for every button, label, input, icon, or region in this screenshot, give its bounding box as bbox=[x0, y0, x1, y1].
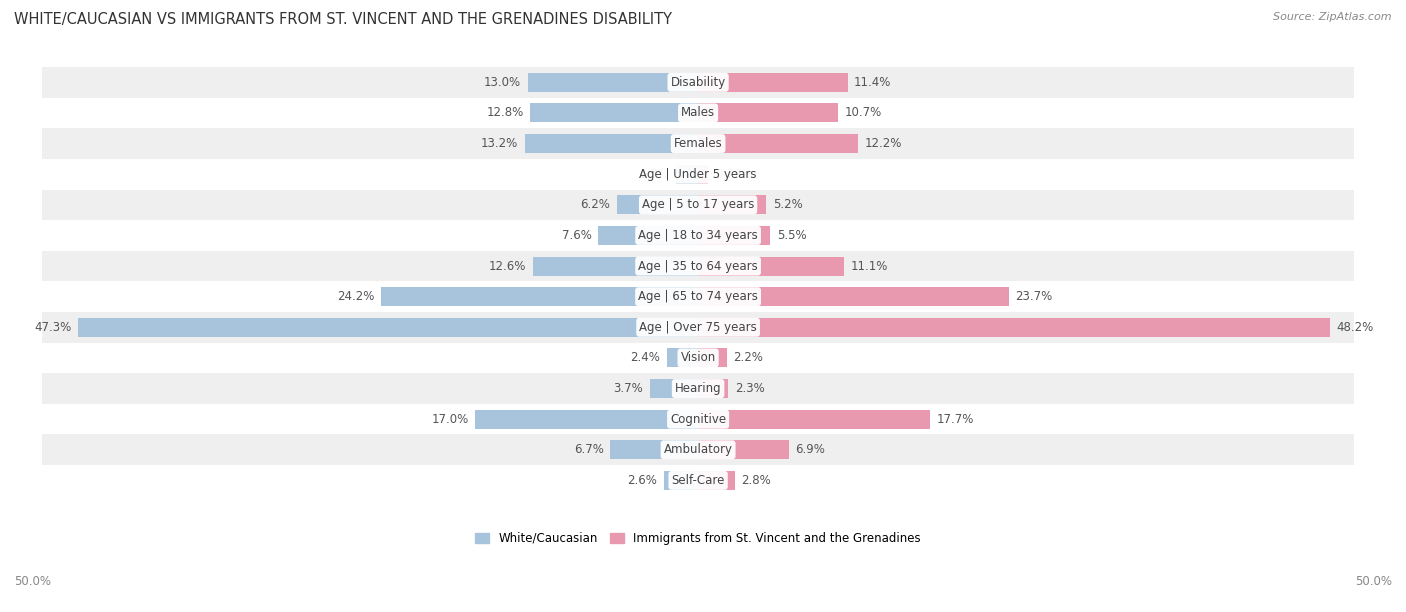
Bar bbox=[699, 134, 858, 153]
Bar bbox=[666, 348, 699, 367]
Bar bbox=[42, 373, 1354, 404]
Text: 24.2%: 24.2% bbox=[337, 290, 374, 303]
Bar bbox=[475, 409, 699, 428]
Text: 6.2%: 6.2% bbox=[581, 198, 610, 211]
Text: 1.7%: 1.7% bbox=[640, 168, 669, 181]
Text: 12.6%: 12.6% bbox=[489, 259, 526, 272]
Bar bbox=[699, 195, 766, 214]
Text: WHITE/CAUCASIAN VS IMMIGRANTS FROM ST. VINCENT AND THE GRENADINES DISABILITY: WHITE/CAUCASIAN VS IMMIGRANTS FROM ST. V… bbox=[14, 12, 672, 28]
Text: Self-Care: Self-Care bbox=[672, 474, 724, 487]
Text: Males: Males bbox=[681, 106, 716, 119]
Bar bbox=[610, 440, 699, 459]
Text: 7.6%: 7.6% bbox=[562, 229, 592, 242]
Text: 6.9%: 6.9% bbox=[796, 443, 825, 457]
Text: 2.3%: 2.3% bbox=[735, 382, 765, 395]
Text: 6.7%: 6.7% bbox=[574, 443, 603, 457]
Text: 13.2%: 13.2% bbox=[481, 137, 519, 150]
Bar bbox=[527, 73, 699, 92]
Bar bbox=[699, 256, 844, 275]
Legend: White/Caucasian, Immigrants from St. Vincent and the Grenadines: White/Caucasian, Immigrants from St. Vin… bbox=[471, 527, 925, 550]
Text: 12.8%: 12.8% bbox=[486, 106, 523, 119]
Text: Ambulatory: Ambulatory bbox=[664, 443, 733, 457]
Bar bbox=[42, 251, 1354, 282]
Bar bbox=[42, 435, 1354, 465]
Text: Source: ZipAtlas.com: Source: ZipAtlas.com bbox=[1274, 12, 1392, 22]
Bar bbox=[699, 409, 931, 428]
Text: Cognitive: Cognitive bbox=[671, 412, 725, 426]
Bar bbox=[650, 379, 699, 398]
Bar bbox=[42, 343, 1354, 373]
Bar bbox=[617, 195, 699, 214]
Text: Age | 65 to 74 years: Age | 65 to 74 years bbox=[638, 290, 758, 303]
Text: 5.2%: 5.2% bbox=[773, 198, 803, 211]
Text: 3.7%: 3.7% bbox=[613, 382, 643, 395]
Bar bbox=[699, 103, 838, 122]
Bar bbox=[699, 226, 770, 245]
Bar bbox=[699, 73, 848, 92]
Text: 50.0%: 50.0% bbox=[1355, 575, 1392, 588]
Text: 13.0%: 13.0% bbox=[484, 76, 522, 89]
Text: 11.1%: 11.1% bbox=[851, 259, 887, 272]
Text: 2.8%: 2.8% bbox=[741, 474, 770, 487]
Text: 17.7%: 17.7% bbox=[936, 412, 974, 426]
Text: 10.7%: 10.7% bbox=[845, 106, 882, 119]
Text: Age | Over 75 years: Age | Over 75 years bbox=[640, 321, 756, 334]
Text: 17.0%: 17.0% bbox=[432, 412, 468, 426]
Text: 0.79%: 0.79% bbox=[716, 168, 752, 181]
Text: 12.2%: 12.2% bbox=[865, 137, 903, 150]
Bar bbox=[77, 318, 699, 337]
Text: Age | 18 to 34 years: Age | 18 to 34 years bbox=[638, 229, 758, 242]
Text: Vision: Vision bbox=[681, 351, 716, 364]
Bar bbox=[533, 256, 699, 275]
Text: 5.5%: 5.5% bbox=[776, 229, 807, 242]
Bar bbox=[42, 98, 1354, 129]
Text: 47.3%: 47.3% bbox=[34, 321, 72, 334]
Bar bbox=[699, 348, 727, 367]
Bar bbox=[699, 471, 735, 490]
Text: Age | 35 to 64 years: Age | 35 to 64 years bbox=[638, 259, 758, 272]
Bar bbox=[42, 312, 1354, 343]
Bar bbox=[42, 129, 1354, 159]
Text: Disability: Disability bbox=[671, 76, 725, 89]
Bar bbox=[42, 282, 1354, 312]
Bar bbox=[530, 103, 699, 122]
Text: Females: Females bbox=[673, 137, 723, 150]
Bar bbox=[42, 159, 1354, 190]
Text: 48.2%: 48.2% bbox=[1337, 321, 1374, 334]
Bar bbox=[676, 165, 699, 184]
Text: Age | 5 to 17 years: Age | 5 to 17 years bbox=[643, 198, 754, 211]
Text: 50.0%: 50.0% bbox=[14, 575, 51, 588]
Bar bbox=[699, 318, 1330, 337]
Bar bbox=[381, 287, 699, 306]
Text: 23.7%: 23.7% bbox=[1015, 290, 1053, 303]
Text: 2.6%: 2.6% bbox=[627, 474, 658, 487]
Text: Hearing: Hearing bbox=[675, 382, 721, 395]
Bar bbox=[699, 440, 789, 459]
Text: Age | Under 5 years: Age | Under 5 years bbox=[640, 168, 756, 181]
Bar bbox=[42, 67, 1354, 98]
Bar bbox=[664, 471, 699, 490]
Bar bbox=[699, 165, 709, 184]
Text: 2.4%: 2.4% bbox=[630, 351, 659, 364]
Text: 11.4%: 11.4% bbox=[855, 76, 891, 89]
Bar bbox=[42, 404, 1354, 435]
Bar bbox=[699, 379, 728, 398]
Bar bbox=[42, 465, 1354, 496]
Bar bbox=[599, 226, 699, 245]
Bar bbox=[699, 287, 1010, 306]
Bar bbox=[524, 134, 699, 153]
Bar bbox=[42, 220, 1354, 251]
Bar bbox=[42, 190, 1354, 220]
Text: 2.2%: 2.2% bbox=[734, 351, 763, 364]
